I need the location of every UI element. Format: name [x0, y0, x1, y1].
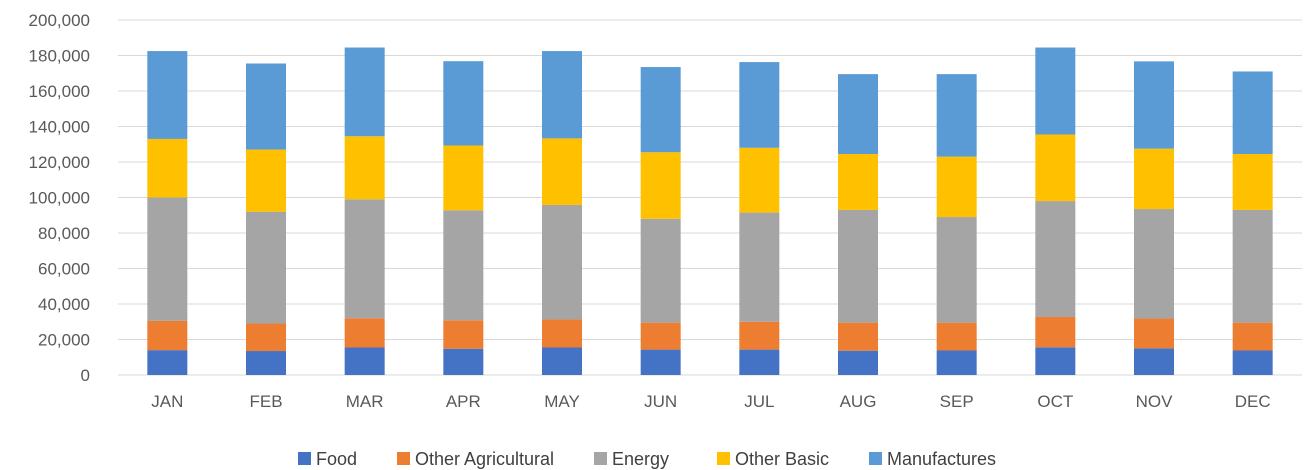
- bar-other-basic-dec: [1232, 154, 1273, 210]
- bar-manufactures-jul: [739, 62, 780, 148]
- bar-other-agricultural-oct: [1035, 316, 1076, 348]
- y-tick-label: 100,000: [29, 189, 90, 208]
- bar-manufactures-aug: [838, 74, 878, 155]
- bar-other-basic-mar: [344, 136, 385, 200]
- x-tick-label: APR: [446, 392, 481, 411]
- bar-manufactures-mar: [344, 47, 385, 137]
- y-tick-label: 40,000: [38, 295, 90, 314]
- x-tick-label: OCT: [1037, 392, 1073, 411]
- bar-other-agricultural-jul: [739, 321, 780, 350]
- bar-energy-nov: [1134, 209, 1174, 319]
- bar-manufactures-dec: [1232, 71, 1273, 155]
- bar-energy-aug: [838, 209, 878, 323]
- bar-other-agricultural-dec: [1232, 322, 1273, 351]
- bar-energy-dec: [1232, 209, 1273, 323]
- bar-energy-jul: [739, 212, 780, 322]
- bar-other-agricultural-sep: [936, 322, 977, 351]
- legend-label: Other Basic: [735, 449, 829, 469]
- x-tick-label: AUG: [840, 392, 877, 411]
- bar-other-agricultural-feb: [246, 323, 286, 352]
- y-tick-label: 200,000: [29, 11, 90, 30]
- legend-label: Manufactures: [887, 449, 996, 469]
- x-tick-label: MAR: [346, 392, 384, 411]
- legend-swatch-energy: [594, 452, 607, 465]
- y-tick-label: 60,000: [38, 260, 90, 279]
- x-tick-label: SEP: [940, 392, 974, 411]
- bar-other-basic-jun: [640, 152, 681, 219]
- bar-manufactures-apr: [443, 61, 484, 146]
- bar-food-dec: [1232, 350, 1273, 375]
- bar-other-agricultural-may: [542, 319, 582, 348]
- bar-other-basic-jul: [739, 147, 780, 213]
- legend-label: Other Agricultural: [415, 449, 554, 469]
- bar-manufactures-jan: [147, 51, 188, 139]
- y-tick-label: 160,000: [29, 82, 90, 101]
- bar-other-basic-oct: [1035, 134, 1076, 202]
- y-tick-label: 0: [81, 366, 90, 385]
- bar-energy-may: [542, 204, 582, 320]
- x-tick-label: FEB: [249, 392, 282, 411]
- bars: [147, 47, 1273, 375]
- bar-food-jun: [640, 349, 681, 375]
- bar-food-aug: [838, 350, 878, 375]
- bar-food-may: [542, 347, 582, 375]
- legend-swatch-manufactures: [869, 452, 882, 465]
- bar-other-basic-may: [542, 138, 582, 205]
- legend-swatch-other-basic: [717, 452, 730, 465]
- bar-energy-sep: [936, 217, 977, 323]
- bar-other-basic-aug: [838, 154, 878, 210]
- legend-label: Food: [316, 449, 357, 469]
- bar-food-feb: [246, 351, 286, 375]
- bar-other-agricultural-apr: [443, 320, 484, 349]
- bar-energy-jan: [147, 197, 188, 321]
- y-tick-label: 80,000: [38, 224, 90, 243]
- bar-other-basic-feb: [246, 149, 286, 212]
- legend-label: Energy: [612, 449, 669, 469]
- gridlines: [118, 19, 1302, 376]
- legend-swatch-other-agricultural: [397, 452, 410, 465]
- bar-food-nov: [1134, 348, 1174, 375]
- bar-food-apr: [443, 348, 484, 375]
- bar-food-jul: [739, 349, 780, 375]
- bar-other-agricultural-jan: [147, 320, 188, 351]
- legend: Food Other Agricultural Energy Other Basic M…: [298, 449, 996, 469]
- bar-other-basic-jan: [147, 138, 188, 198]
- bar-energy-feb: [246, 211, 286, 324]
- bar-other-agricultural-mar: [344, 318, 385, 348]
- bar-food-jan: [147, 350, 188, 375]
- x-tick-label: JUL: [744, 392, 774, 411]
- x-tick-label: JAN: [151, 392, 183, 411]
- y-tick-label: 140,000: [29, 118, 90, 137]
- x-tick-label: NOV: [1136, 392, 1174, 411]
- bar-manufactures-jun: [640, 67, 681, 153]
- bar-food-oct: [1035, 347, 1076, 375]
- bar-manufactures-sep: [936, 74, 977, 157]
- x-axis-ticks: JAN FEB MAR APR MAY JUN JUL AUG SEP OCT NOV DEC: [151, 392, 1270, 411]
- bar-food-sep: [936, 350, 977, 375]
- y-tick-label: 20,000: [38, 331, 90, 350]
- bar-energy-jun: [640, 218, 681, 323]
- legend-swatch-food: [298, 452, 311, 465]
- bar-energy-apr: [443, 210, 484, 321]
- bar-other-basic-sep: [936, 156, 977, 218]
- bar-other-agricultural-jun: [640, 322, 681, 350]
- x-tick-label: MAY: [544, 392, 580, 411]
- x-tick-label: JUN: [644, 392, 677, 411]
- bar-other-agricultural-nov: [1134, 318, 1174, 349]
- bar-other-basic-nov: [1134, 148, 1174, 210]
- bar-other-agricultural-aug: [838, 322, 878, 351]
- y-tick-label: 180,000: [29, 47, 90, 66]
- bar-energy-oct: [1035, 201, 1076, 317]
- bar-manufactures-oct: [1035, 47, 1076, 135]
- y-axis-ticks: 0 20,000 40,000 60,000 80,000 100,000 120,000 1…: [29, 11, 90, 385]
- bar-food-mar: [344, 347, 385, 375]
- bar-other-basic-apr: [443, 145, 484, 211]
- bar-energy-mar: [344, 199, 385, 319]
- bar-manufactures-may: [542, 51, 582, 139]
- y-tick-label: 120,000: [29, 153, 90, 172]
- x-tick-label: DEC: [1235, 392, 1271, 411]
- bar-manufactures-feb: [246, 63, 286, 150]
- bar-manufactures-nov: [1134, 61, 1174, 149]
